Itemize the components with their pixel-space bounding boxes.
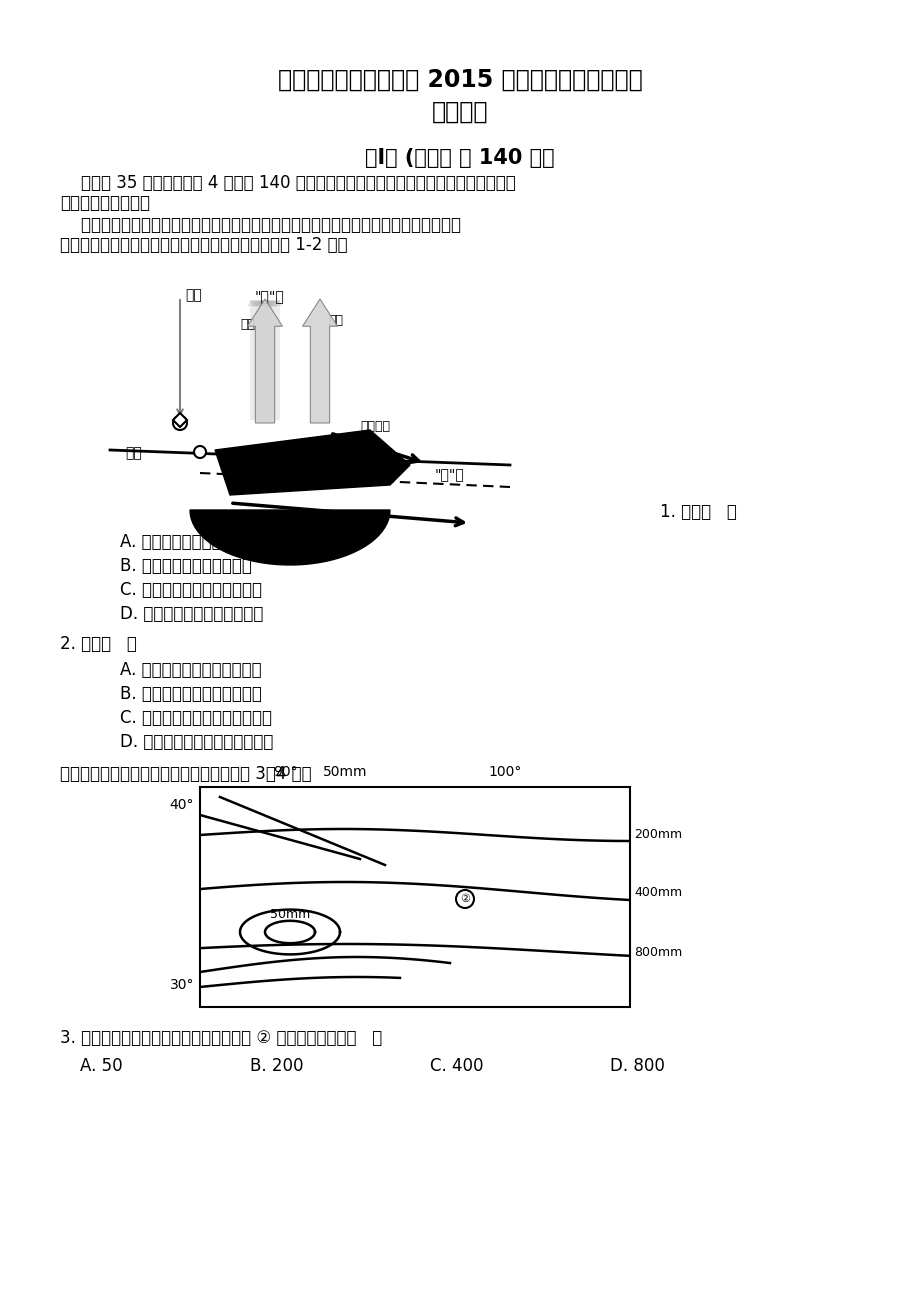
Circle shape	[173, 417, 187, 430]
Text: 文综试卷: 文综试卷	[431, 100, 488, 124]
Text: 2. 绿水（   ）: 2. 绿水（ ）	[60, 635, 137, 654]
Text: 1. 据图（   ）: 1. 据图（ ）	[659, 503, 736, 521]
Text: 第Ⅰ卷 (选择题 共 140 分）: 第Ⅰ卷 (选择题 共 140 分）	[365, 148, 554, 168]
Text: 本卷共 35 小题，每小题 4 分，共 140 分。在每小题列出的四个选项中，只有一个选项是: 本卷共 35 小题，每小题 4 分，共 140 分。在每小题列出的四个选项中，只…	[60, 174, 516, 191]
Text: C. 400: C. 400	[429, 1057, 483, 1075]
Polygon shape	[215, 430, 410, 495]
Text: B. 对海陆间循环产生明显影响: B. 对海陆间循环产生明显影响	[119, 685, 262, 703]
Polygon shape	[173, 413, 187, 427]
Text: "绿"水: "绿"水	[255, 289, 285, 303]
Text: 400mm: 400mm	[633, 885, 681, 898]
Text: 50mm: 50mm	[269, 909, 310, 922]
Text: 50mm: 50mm	[323, 766, 367, 779]
Text: 最符合题目要求的。: 最符合题目要求的。	[60, 194, 150, 212]
Text: 甘肃省肃南县第一中学 2015 届高三上学期期末考试: 甘肃省肃南县第一中学 2015 届高三上学期期末考试	[278, 68, 641, 92]
Text: 30°: 30°	[169, 978, 194, 992]
Circle shape	[194, 447, 206, 458]
Text: 表示绿水资源与蓝水资源的划分，蓝水是降水中形成地表水和地下水的部分，绿水是降: 表示绿水资源与蓝水资源的划分，蓝水是降水中形成地表水和地下水的部分，绿水是降	[60, 216, 460, 234]
Text: A. 50: A. 50	[80, 1057, 122, 1075]
Text: 降水: 降水	[185, 288, 201, 302]
Text: 下图是某地区等降水量线分布图。读图回答 3～4 题。: 下图是某地区等降水量线分布图。读图回答 3～4 题。	[60, 766, 312, 783]
Text: D. 800: D. 800	[609, 1057, 664, 1075]
Polygon shape	[247, 299, 282, 423]
Text: 下渗: 下渗	[125, 447, 142, 460]
Text: 蒸腾: 蒸腾	[328, 314, 343, 327]
Text: 40°: 40°	[169, 798, 194, 812]
Text: A. 蓝水和绿水根本来源相同: A. 蓝水和绿水根本来源相同	[119, 533, 252, 551]
Text: C. 吸收地面辐射，具有保温作用: C. 吸收地面辐射，具有保温作用	[119, 710, 272, 727]
Text: 100°: 100°	[488, 766, 521, 779]
Bar	[199, 786, 630, 1006]
Polygon shape	[190, 510, 390, 565]
Text: 3. 根据等值线分布规律和该地地形，判断 ② 等值线的数值是（   ）: 3. 根据等值线分布规律和该地地形，判断 ② 等值线的数值是（ ）	[60, 1029, 381, 1047]
Text: ②: ②	[460, 894, 470, 904]
Text: 90°: 90°	[272, 766, 297, 779]
Text: D. 通常所说的水资源是指绿水: D. 通常所说的水资源是指绿水	[119, 605, 263, 622]
Text: 蒸发: 蒸发	[240, 319, 255, 332]
Text: 800mm: 800mm	[633, 945, 682, 958]
Bar	[199, 786, 630, 1006]
Text: "蓝"水: "蓝"水	[435, 467, 464, 480]
Text: 水下渗到土壤中的水，最终会进入大气。读图，回答 1-2 题。: 水下渗到土壤中的水，最终会进入大气。读图，回答 1-2 题。	[60, 236, 347, 254]
Text: 地表径流: 地表径流	[359, 421, 390, 434]
Text: B. 蓝水数量与绿水数量相同: B. 蓝水数量与绿水数量相同	[119, 557, 252, 575]
Text: C. 绿水主要指地表和地下径流: C. 绿水主要指地表和地下径流	[119, 581, 262, 599]
Text: B. 200: B. 200	[250, 1057, 303, 1075]
Text: 地下径流: 地下径流	[305, 523, 335, 536]
Text: A. 直接参与了地表形态的塑造: A. 直接参与了地表形态的塑造	[119, 661, 261, 680]
Text: D. 对湿润地区农业发展至关重要: D. 对湿润地区农业发展至关重要	[119, 733, 273, 751]
Text: 200mm: 200mm	[633, 828, 681, 841]
Polygon shape	[302, 299, 337, 423]
